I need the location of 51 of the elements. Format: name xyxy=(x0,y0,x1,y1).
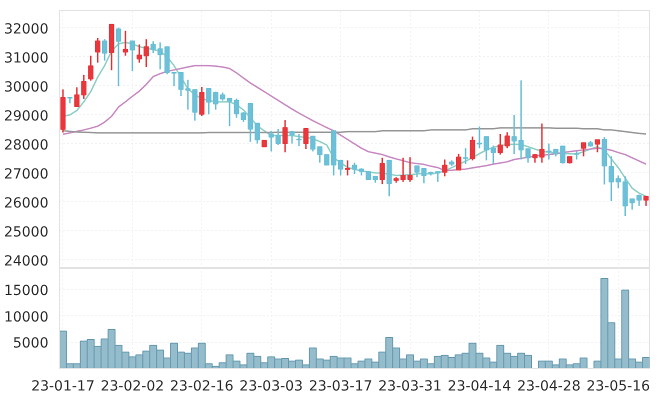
line-series xyxy=(62,64,647,172)
x-tick-label: 23-03-03 xyxy=(239,378,303,394)
candlestick xyxy=(116,26,122,87)
y-tick-label: 30000 xyxy=(4,79,49,96)
candlestick xyxy=(178,72,184,97)
y-tick-label: 25000 xyxy=(4,224,49,240)
candlestick xyxy=(344,160,350,176)
x-tick-label: 23-04-28 xyxy=(517,378,581,394)
candlestick xyxy=(594,139,600,154)
candlestick xyxy=(414,165,420,178)
candlestick xyxy=(580,142,586,158)
y-tick-label: 32000 xyxy=(4,21,49,38)
candlestick xyxy=(407,156,413,183)
y-tick-label: 10000 xyxy=(4,309,49,326)
candlestick xyxy=(442,158,448,178)
candlestick xyxy=(380,157,385,185)
x-tick-label: 23-02-16 xyxy=(170,378,234,394)
candlestick xyxy=(171,72,177,87)
y-tick-label: 28000 xyxy=(4,137,49,154)
y-tick-label: 26000 xyxy=(4,195,49,212)
candlestick xyxy=(122,30,128,56)
candlestick xyxy=(296,133,302,147)
y-tick-label: 15000 xyxy=(4,283,49,300)
x-tick-label: 23-04-14 xyxy=(448,378,512,394)
candlestick xyxy=(539,122,545,164)
y-tick-label: 29000 xyxy=(4,108,49,124)
candlestick xyxy=(199,86,204,117)
x-tick-label: 23-03-31 xyxy=(378,378,442,394)
candlestick xyxy=(352,162,358,175)
candlestick xyxy=(525,148,531,164)
candlestick xyxy=(303,128,309,150)
candlestick xyxy=(462,147,468,165)
candlestick xyxy=(470,136,476,162)
x-tick-label: 23-01-17 xyxy=(31,378,95,394)
y-tick-label: 5000 xyxy=(12,336,49,352)
candlestick xyxy=(102,38,108,62)
candlestick xyxy=(386,160,392,198)
y-tick-label: 31000 xyxy=(4,50,49,66)
candlestick xyxy=(95,37,100,64)
x-tick-label: 23-05-16 xyxy=(586,378,650,394)
candlestick xyxy=(289,130,295,144)
candlestick xyxy=(234,98,240,119)
y-tick-label: 24000 xyxy=(4,253,49,270)
candlestick xyxy=(456,153,462,171)
candlestick xyxy=(130,40,136,72)
candlestick xyxy=(88,54,94,82)
candlestick xyxy=(643,196,649,207)
y-tick-label: 27000 xyxy=(4,166,49,182)
x-tick-label: 23-03-17 xyxy=(308,378,372,394)
x-tick-label: 23-02-02 xyxy=(100,378,164,394)
candlestick xyxy=(282,119,288,154)
